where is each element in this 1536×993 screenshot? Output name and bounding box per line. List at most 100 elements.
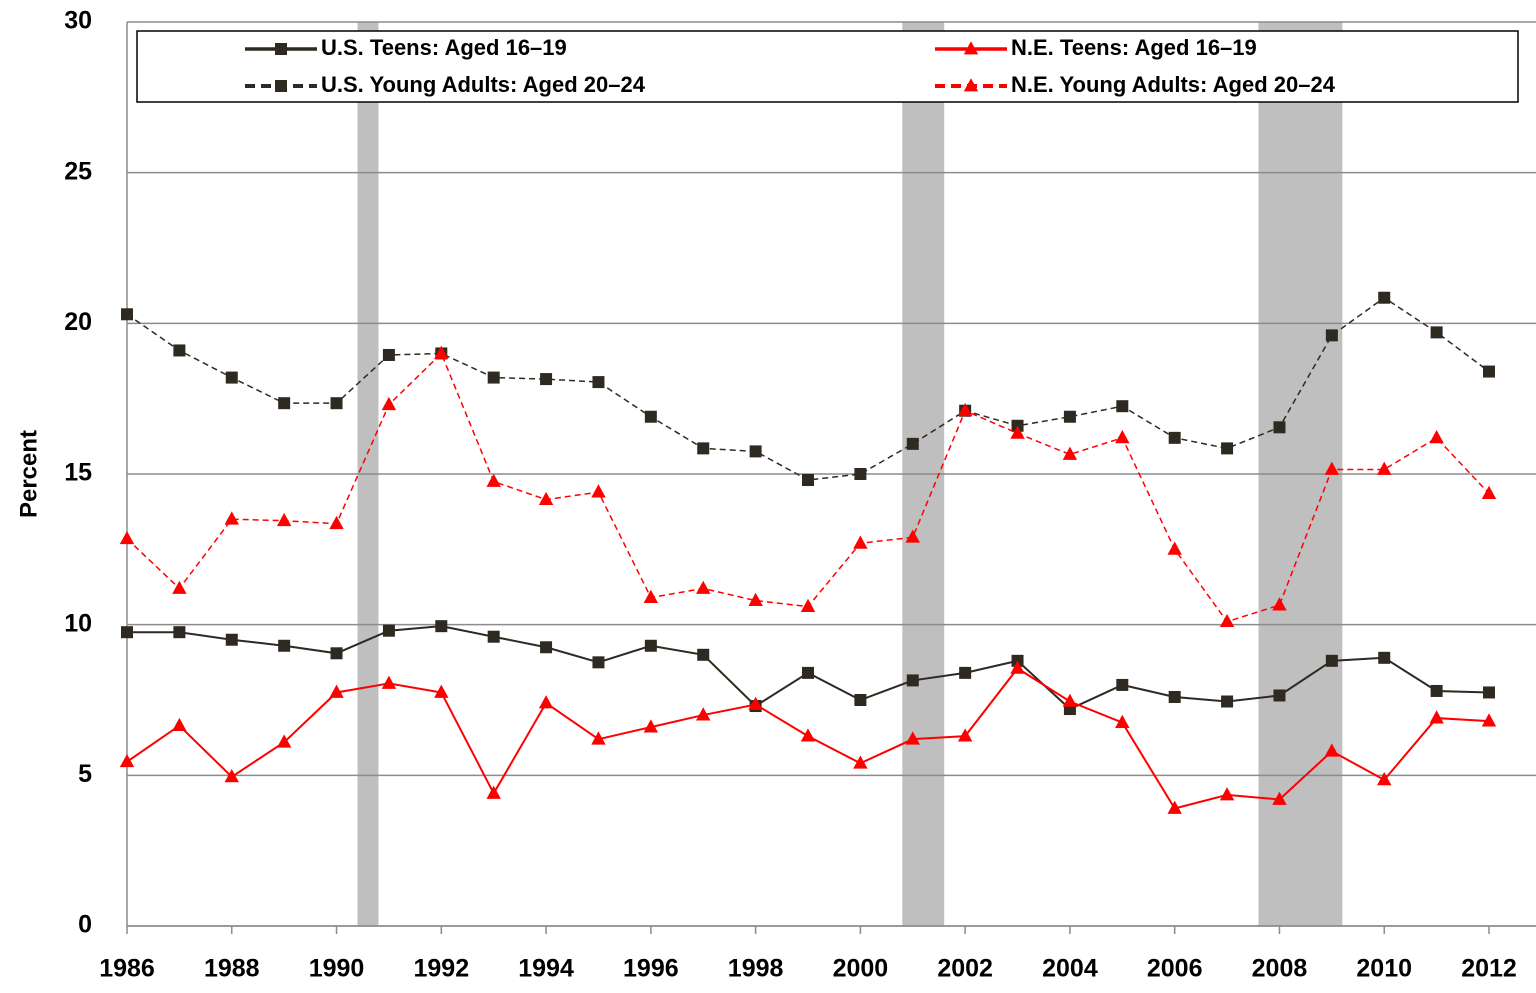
x-tick-label: 2006 (1147, 955, 1203, 983)
marker (486, 473, 501, 487)
marker (276, 512, 292, 527)
marker (225, 371, 238, 384)
marker (957, 402, 973, 417)
marker (1221, 695, 1234, 708)
marker (1272, 791, 1287, 805)
y-tick-label: 0 (78, 911, 92, 939)
marker (173, 344, 186, 357)
marker (1116, 400, 1129, 413)
marker (1481, 713, 1497, 727)
marker (119, 530, 135, 545)
marker (538, 491, 554, 506)
marker (1115, 714, 1130, 728)
marker (382, 624, 395, 637)
marker (1324, 743, 1340, 757)
marker (906, 674, 919, 687)
marker (329, 515, 344, 530)
y-tick-label: 5 (78, 760, 92, 788)
marker (330, 647, 343, 660)
marker (1168, 431, 1181, 444)
marker (172, 580, 187, 594)
marker (1429, 710, 1444, 724)
marker (278, 397, 291, 410)
y-tick-label: 15 (64, 459, 92, 487)
marker (1219, 613, 1235, 628)
legend-box (136, 30, 1519, 103)
marker (853, 755, 868, 769)
marker (434, 684, 449, 698)
marker (1429, 430, 1444, 444)
marker (800, 598, 816, 612)
marker (329, 684, 344, 698)
marker (121, 626, 133, 639)
marker (1483, 365, 1495, 378)
marker (1377, 772, 1392, 786)
y-tick-label: 30 (64, 7, 92, 35)
marker (119, 753, 135, 768)
marker (225, 633, 238, 646)
x-tick-label: 1994 (518, 955, 574, 983)
marker (538, 695, 554, 709)
x-tick-label: 2010 (1356, 955, 1412, 983)
marker (592, 656, 605, 669)
x-tick-label: 1996 (623, 955, 679, 983)
y-tick-label: 10 (64, 609, 92, 637)
marker (121, 308, 133, 321)
marker (173, 626, 186, 639)
marker (1221, 442, 1234, 455)
y-tick-label: 25 (64, 157, 92, 185)
marker (644, 639, 657, 652)
marker (1483, 686, 1495, 699)
marker (906, 437, 919, 450)
x-tick-label: 1988 (204, 955, 260, 983)
marker (1273, 689, 1286, 702)
x-tick-label: 2000 (833, 955, 889, 983)
marker (963, 41, 979, 55)
legend-label: U.S. Teens: Aged 16–19 (321, 35, 567, 60)
marker (802, 666, 814, 679)
marker (748, 696, 763, 710)
marker (696, 707, 711, 721)
marker (697, 442, 710, 455)
x-tick-label: 1998 (728, 955, 784, 983)
marker (276, 734, 292, 748)
marker (1430, 684, 1443, 697)
marker (905, 529, 920, 543)
marker (591, 484, 606, 498)
marker (1272, 597, 1287, 611)
x-tick-label: 2002 (937, 955, 993, 983)
y-axis-label: Percent (15, 430, 42, 518)
marker (224, 769, 239, 783)
marker (853, 535, 868, 549)
marker (802, 474, 814, 487)
marker (1430, 326, 1443, 339)
marker (1325, 654, 1338, 667)
marker (1168, 690, 1181, 703)
marker (278, 639, 291, 652)
marker (1010, 425, 1025, 439)
legend-label: N.E. Teens: Aged 16–19 (1011, 35, 1257, 60)
marker (643, 589, 659, 603)
marker (1378, 651, 1391, 664)
marker (592, 376, 605, 389)
marker (1325, 329, 1338, 342)
marker (1062, 446, 1078, 460)
marker (1324, 461, 1340, 475)
marker (748, 592, 763, 606)
marker (957, 728, 973, 742)
marker (434, 345, 449, 359)
marker (959, 666, 972, 679)
marker (381, 675, 397, 689)
x-tick-label: 2012 (1461, 955, 1517, 983)
marker (487, 371, 500, 384)
marker (905, 731, 920, 745)
marker (643, 719, 659, 733)
marker (1116, 678, 1129, 691)
marker (963, 78, 979, 92)
x-tick-label: 2008 (1252, 955, 1308, 983)
marker (800, 728, 816, 742)
marker (749, 445, 762, 458)
marker (224, 511, 239, 525)
marker (1115, 430, 1130, 444)
